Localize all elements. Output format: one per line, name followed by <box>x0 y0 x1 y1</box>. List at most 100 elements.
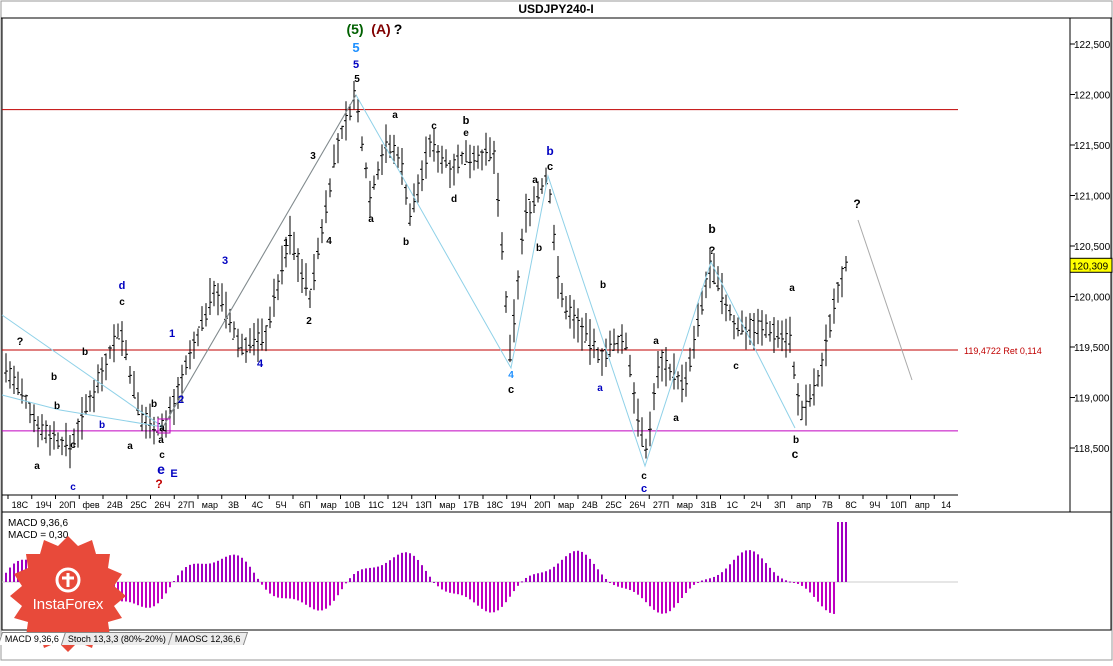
macd-bar <box>193 563 195 582</box>
macd-bar <box>693 582 695 585</box>
wave-label: 1 <box>283 238 289 249</box>
macd-bar <box>265 582 267 590</box>
time-tick-label: 26Ч <box>629 500 645 510</box>
time-tick-label: 12Ч <box>392 500 408 510</box>
macd-bar <box>225 556 227 582</box>
macd-bar <box>777 575 779 582</box>
macd-bar <box>293 582 295 600</box>
macd-bar <box>257 578 259 582</box>
tab-macd[interactable]: MACD 9,36,6 <box>0 632 67 645</box>
wave-label: (A) <box>371 21 390 37</box>
macd-panel-border <box>1 511 1112 631</box>
wave-label: c <box>508 384 514 396</box>
macd-bar <box>269 582 271 594</box>
macd-bar <box>305 582 307 605</box>
macd-bar <box>213 562 215 582</box>
macd-bar <box>197 563 199 582</box>
wave-label: 5 <box>352 40 359 55</box>
macd-bar <box>529 575 531 582</box>
macd-bar <box>165 582 167 594</box>
macd-bar <box>573 551 575 582</box>
macd-bar <box>773 572 775 582</box>
macd-bar <box>397 554 399 582</box>
logo-text: InstaForex <box>33 596 104 613</box>
wave-marker-box <box>157 418 171 434</box>
macd-bar <box>817 582 819 602</box>
macd-bar <box>249 566 251 582</box>
time-tick-label: 2Ч <box>751 500 762 510</box>
macd-bar <box>749 550 751 582</box>
macd-bar <box>609 582 611 583</box>
macd-bar <box>173 580 175 582</box>
macd-bar <box>329 582 331 606</box>
macd-bar <box>705 579 707 582</box>
macd-bar <box>497 582 499 611</box>
macd-bar <box>485 582 487 612</box>
macd-bar <box>537 573 539 582</box>
main-panel-border <box>1 17 1112 513</box>
macd-bar <box>209 563 211 582</box>
macd-bar <box>377 566 379 582</box>
wave-label: 5 <box>354 74 360 85</box>
macd-bar <box>373 567 375 582</box>
price-tick-label: 122,000 <box>1074 91 1111 102</box>
macd-bar <box>381 565 383 582</box>
wave-label: ? <box>709 245 716 257</box>
macd-bar <box>617 582 619 587</box>
macd-bar <box>445 582 447 592</box>
wave-label: ? <box>155 477 162 491</box>
macd-bar <box>185 567 187 582</box>
macd-bar <box>273 582 275 597</box>
wave-label: b <box>600 280 606 291</box>
wave-label: b <box>536 243 542 254</box>
wave-label: a <box>34 461 40 472</box>
macd-bar <box>221 558 223 582</box>
macd-bar <box>681 582 683 598</box>
macd-bar <box>805 582 807 589</box>
macd-bar <box>501 582 503 607</box>
wave-label: c <box>159 450 165 461</box>
macd-bar <box>561 559 563 582</box>
macd-bar <box>413 555 415 582</box>
macd-bar <box>677 582 679 604</box>
wave-label: a <box>789 283 795 294</box>
wave-label: ? <box>394 21 403 37</box>
price-tick-label: 120,500 <box>1074 242 1111 253</box>
macd-bar <box>665 582 667 614</box>
macd-bar <box>161 582 163 599</box>
macd-bar <box>313 582 315 610</box>
macd-bar <box>437 582 439 587</box>
macd-bar <box>333 582 335 601</box>
macd-bar <box>757 554 759 582</box>
tab-maosc[interactable]: MAOSC 12,36,6 <box>167 632 248 645</box>
instaforex-logo: InstaForex <box>10 536 126 652</box>
macd-bar <box>385 562 387 582</box>
wave-label: b <box>51 372 57 383</box>
wave-label: c <box>792 447 799 461</box>
wave-label: a <box>127 441 133 452</box>
macd-bar <box>217 560 219 582</box>
time-tick-label: мар <box>439 500 455 510</box>
time-tick-label: 19Ч <box>511 500 527 510</box>
macd-bar <box>765 563 767 582</box>
macd-bar <box>233 554 235 582</box>
macd-bar <box>569 553 571 582</box>
macd-bar <box>553 566 555 582</box>
time-tick-label: 17В <box>463 500 479 510</box>
macd-bar <box>837 522 839 582</box>
macd-bar <box>813 582 815 597</box>
macd-bar <box>633 582 635 592</box>
price-tick-label: 121,000 <box>1074 192 1111 203</box>
macd-bar <box>281 582 283 599</box>
tab-stoch[interactable]: Stoch 13,3,3 (80%-20%) <box>60 632 174 645</box>
wave-label: c <box>119 297 125 308</box>
macd-bar <box>505 582 507 603</box>
macd-bar <box>709 578 711 582</box>
macd-bar <box>769 567 771 582</box>
projection-line <box>857 219 913 381</box>
macd-bar <box>725 568 727 582</box>
time-tick-label: 24В <box>582 500 598 510</box>
macd-bar <box>321 582 323 611</box>
macd-bar <box>365 568 367 582</box>
